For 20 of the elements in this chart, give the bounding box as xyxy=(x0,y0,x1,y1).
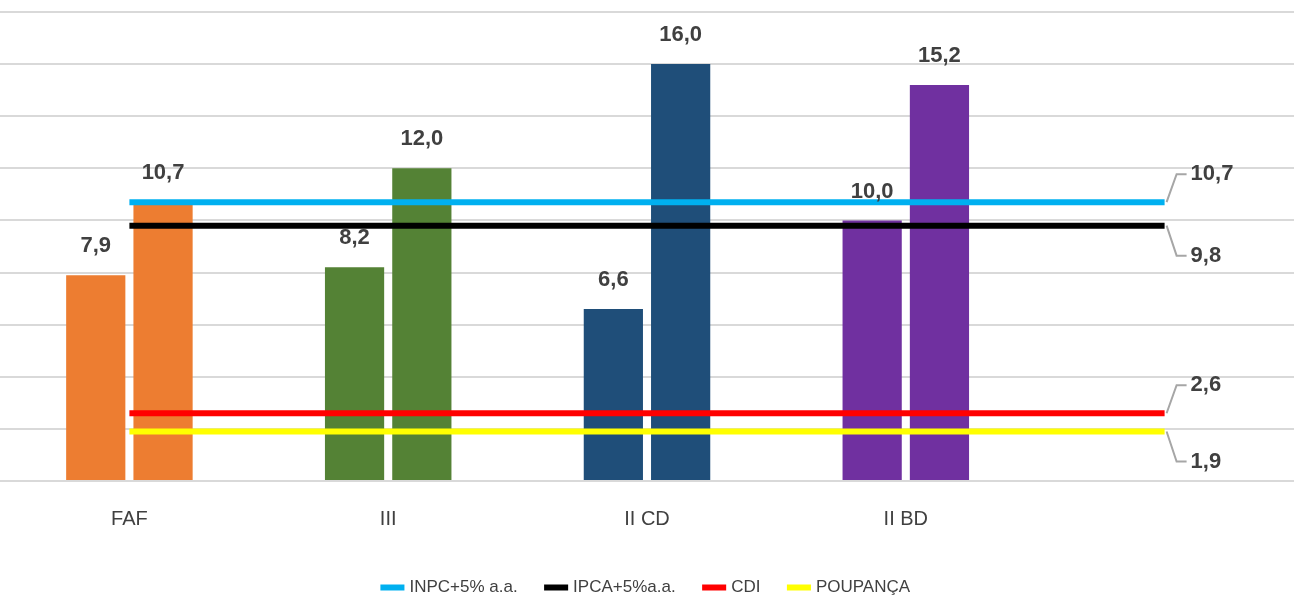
data-label: 10,7 xyxy=(141,159,185,185)
legend-label: CDI xyxy=(731,577,761,597)
x-tick-label: II CD xyxy=(624,506,670,529)
legend-label: POUPANÇA xyxy=(815,577,911,597)
data-label: 8,2 xyxy=(339,224,370,250)
data-label: 15,2 xyxy=(918,42,961,68)
data-label: 12,0 xyxy=(400,125,444,151)
legend-label: IPCA+5%a.a. xyxy=(573,577,676,597)
data-label: 10,0 xyxy=(850,177,894,203)
data-label: 1,9 xyxy=(1190,447,1222,473)
data-label: 2,6 xyxy=(1190,371,1222,397)
x-tick-label: III xyxy=(379,506,397,529)
x-tick-label: FAF xyxy=(111,506,148,529)
data-label: 6,6 xyxy=(598,266,629,292)
data-label: 7,9 xyxy=(80,232,112,258)
data-label: 16,0 xyxy=(659,21,703,47)
legend-label: INPC+5% a.a. xyxy=(409,577,518,597)
data-label: 9,8 xyxy=(1190,241,1222,267)
x-tick-label: II BD xyxy=(883,506,929,529)
data-label: 10,7 xyxy=(1190,160,1234,186)
